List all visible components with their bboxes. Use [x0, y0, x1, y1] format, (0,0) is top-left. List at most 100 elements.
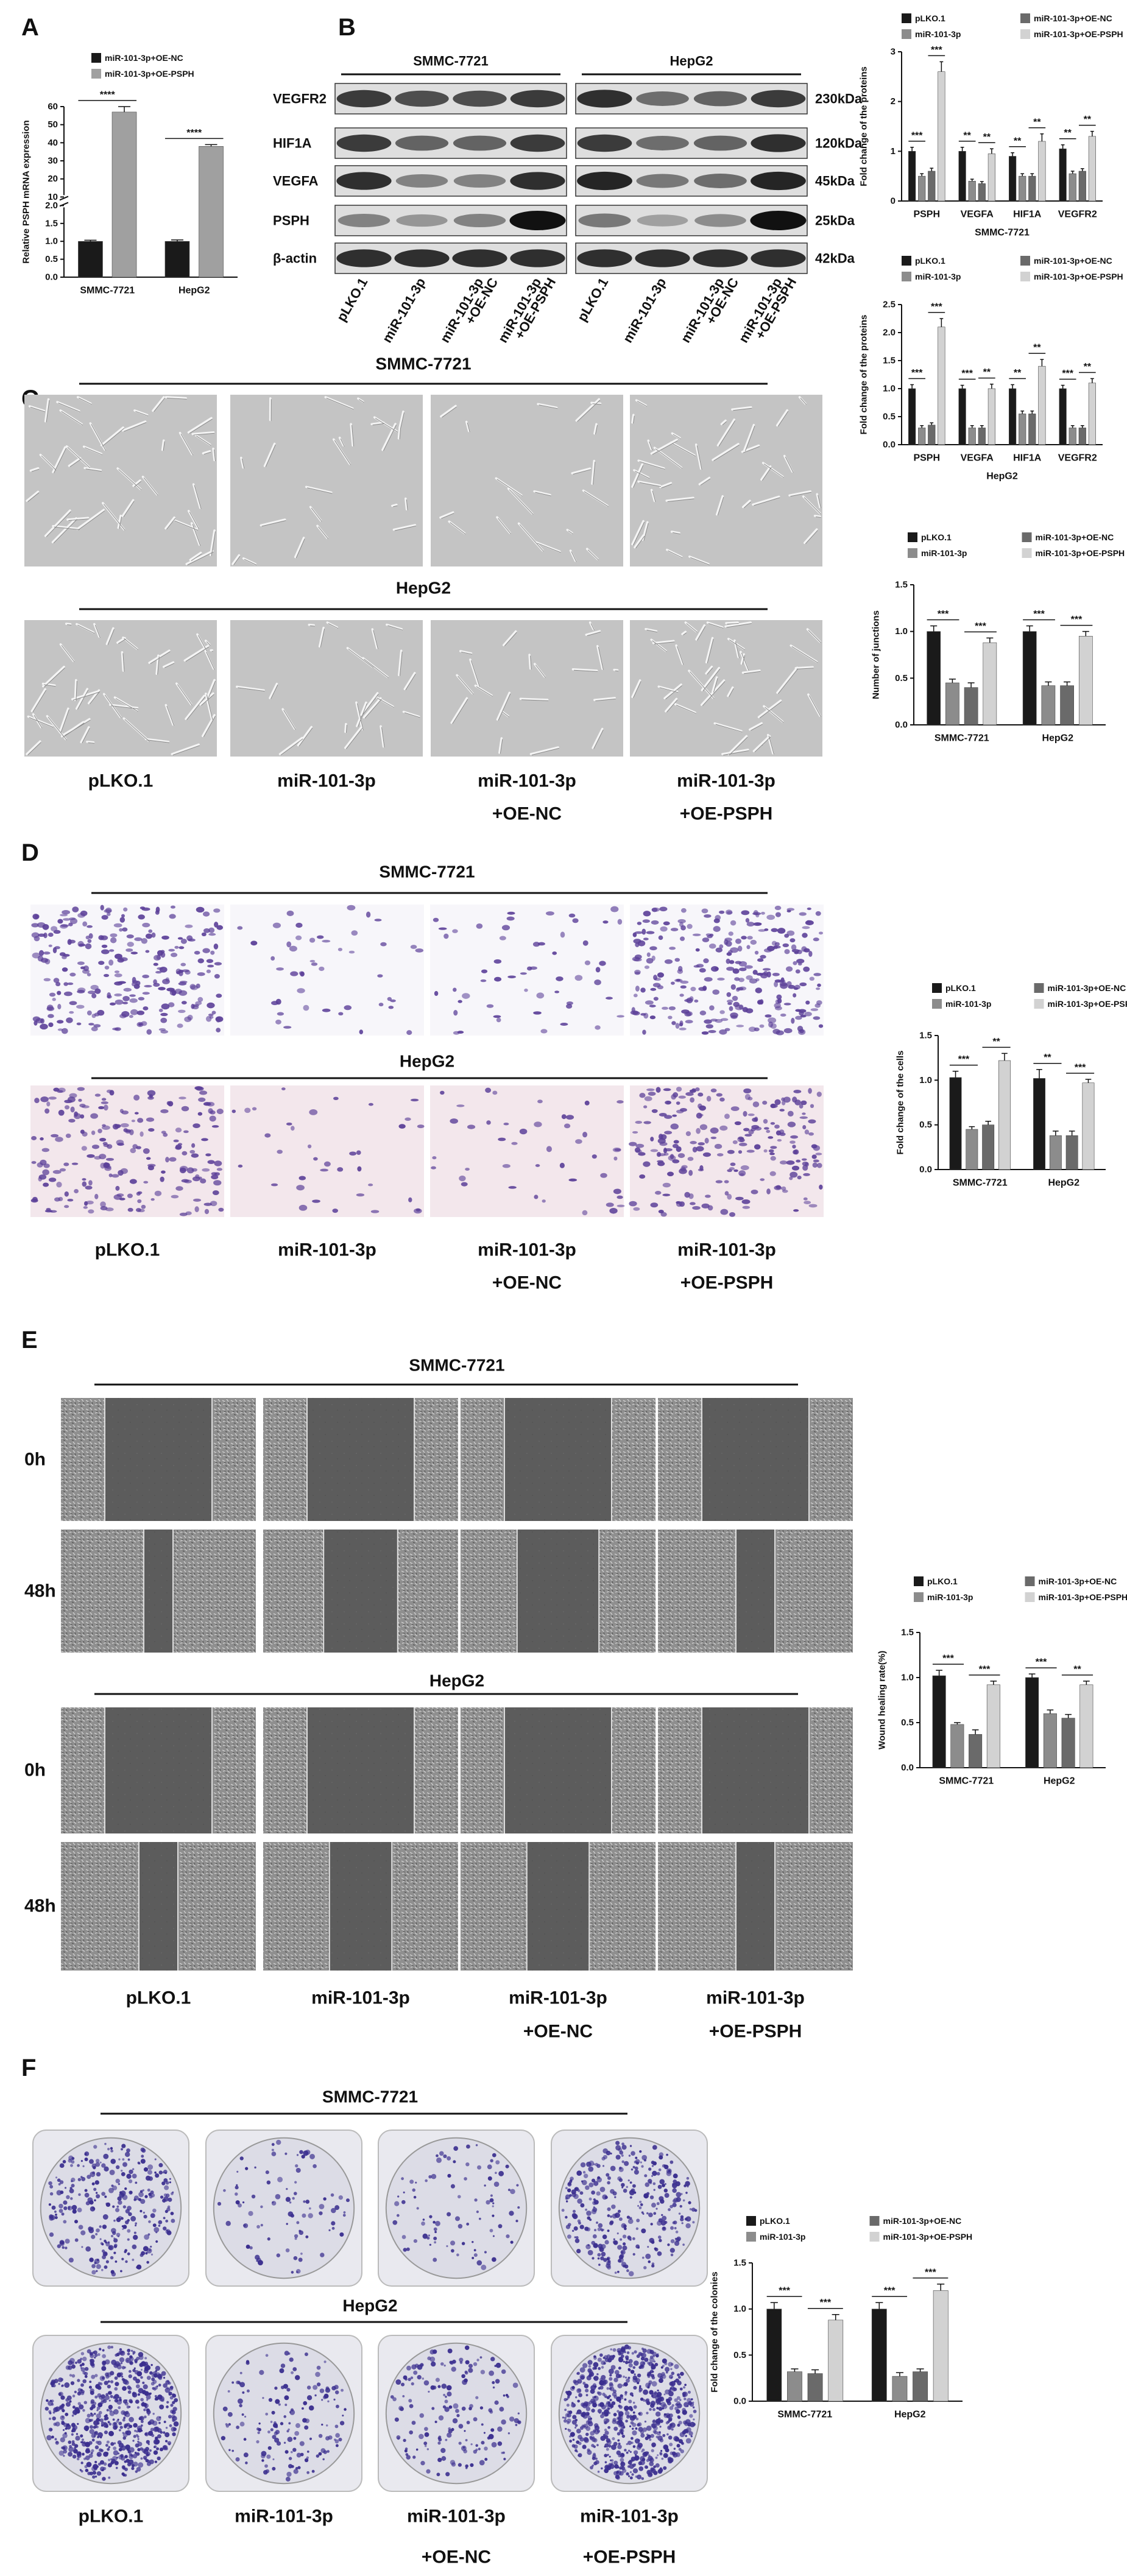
colony	[454, 2216, 461, 2221]
bar	[1038, 141, 1046, 202]
stained-cell	[312, 1199, 320, 1203]
colony	[428, 2175, 432, 2179]
colony	[637, 2474, 642, 2480]
y-tick-label: 0.5	[895, 673, 908, 683]
colony	[503, 2394, 506, 2397]
colony	[401, 2235, 406, 2239]
colony	[55, 2176, 58, 2179]
band	[577, 134, 632, 152]
colony	[65, 2365, 71, 2370]
colony	[156, 2416, 161, 2421]
error-bar	[1083, 1681, 1090, 1685]
wound-gap	[329, 1842, 392, 1971]
colony	[222, 2406, 228, 2412]
stained-cell	[107, 1144, 113, 1149]
stained-cell	[560, 931, 565, 938]
bar	[78, 241, 103, 278]
colony	[80, 2390, 85, 2394]
stained-cell	[211, 1125, 219, 1128]
colony	[685, 2438, 691, 2444]
colony	[163, 2431, 166, 2434]
colony	[243, 2452, 249, 2458]
colony	[429, 2243, 432, 2246]
colony	[49, 2215, 54, 2221]
colony	[413, 2370, 418, 2375]
significance-label: ***	[1033, 609, 1045, 619]
stained-cell	[782, 943, 790, 948]
error-bar	[811, 2369, 819, 2374]
colony	[294, 2375, 300, 2380]
colony	[288, 2211, 294, 2217]
colony	[474, 2198, 478, 2202]
colony	[501, 2369, 506, 2374]
colony	[429, 2356, 436, 2362]
colony	[596, 2373, 599, 2376]
y-axis-label: Fold change of the proteins	[859, 66, 869, 186]
bar	[908, 151, 916, 202]
stained-cell	[82, 1178, 87, 1181]
stained-cell	[635, 1143, 645, 1148]
stained-cell	[106, 1089, 113, 1093]
stained-cell	[650, 987, 657, 991]
colony	[91, 2264, 96, 2268]
colony	[63, 2449, 68, 2454]
colony	[575, 2396, 578, 2399]
stained-cell	[704, 914, 712, 918]
colony	[682, 2391, 688, 2397]
colony	[140, 2209, 143, 2213]
stained-cell	[716, 1153, 724, 1157]
colony	[146, 2399, 149, 2401]
condition-label: +OE-NC	[422, 2547, 491, 2567]
stained-cell	[646, 952, 651, 957]
colony	[80, 2461, 83, 2465]
wound-gap	[526, 1842, 590, 1971]
colony	[164, 2172, 167, 2175]
stained-cell	[97, 1009, 105, 1016]
colony	[632, 2422, 637, 2427]
band	[452, 249, 507, 267]
stained-cell	[719, 1029, 727, 1035]
colony	[154, 2227, 160, 2233]
colony	[294, 2181, 297, 2184]
colony	[664, 2221, 668, 2224]
colony	[659, 2196, 664, 2201]
stained-cell	[502, 1164, 511, 1168]
colony	[614, 2464, 619, 2469]
stained-cell	[776, 994, 782, 1000]
group-title: HepG2	[429, 1671, 484, 1690]
legend-swatch	[1025, 1576, 1035, 1586]
microscope-image	[230, 395, 423, 566]
stained-cell	[48, 933, 54, 937]
colony	[459, 2357, 464, 2362]
colony	[657, 2454, 659, 2457]
colony	[606, 2173, 610, 2177]
bar	[828, 2320, 844, 2402]
colony	[318, 2452, 322, 2456]
colony	[421, 2221, 425, 2226]
stained-cell	[207, 1002, 215, 1009]
stained-cell	[714, 967, 719, 971]
colony	[51, 2205, 56, 2210]
stained-cell	[492, 1090, 498, 1095]
stained-cell	[452, 929, 458, 933]
stained-cell	[378, 1003, 384, 1007]
colony	[594, 2385, 597, 2388]
error-bar	[1040, 133, 1044, 141]
stained-cell	[351, 930, 358, 936]
stained-cell	[337, 947, 342, 951]
stained-cell	[640, 987, 646, 993]
colony	[94, 2262, 97, 2265]
colony	[51, 2379, 56, 2385]
colony	[486, 2200, 490, 2205]
stained-cell	[560, 1022, 568, 1026]
stained-cell	[166, 987, 175, 992]
stained-cell	[64, 1105, 70, 1110]
colony	[620, 2394, 623, 2398]
colony	[647, 2386, 650, 2389]
stained-cell	[708, 1030, 716, 1033]
stained-cell	[275, 998, 281, 1005]
stained-cell	[699, 1165, 704, 1171]
error-bar	[970, 178, 974, 182]
stained-cell	[705, 1194, 711, 1198]
